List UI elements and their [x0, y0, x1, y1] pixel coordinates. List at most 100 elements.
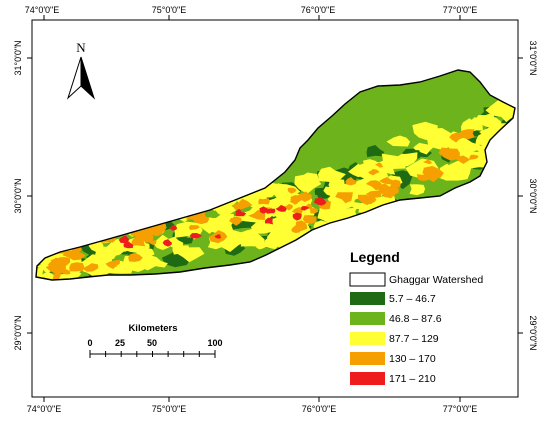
north-arrow: N	[66, 40, 96, 100]
raster-patch	[314, 197, 327, 206]
scale-label: 0	[87, 338, 92, 348]
raster-patch	[295, 192, 313, 202]
raster-patch	[302, 215, 317, 224]
raster-patch	[378, 183, 392, 195]
raster-patch	[128, 252, 143, 262]
legend-label: 87.7 – 129	[389, 333, 439, 345]
raster-patch	[413, 142, 426, 151]
raster-patch	[275, 204, 287, 212]
raster-patch	[214, 234, 222, 239]
left-tick-label: 30°0'0"N	[13, 178, 23, 213]
raster-patch	[266, 208, 276, 214]
top-axis: 74°0'0"E 75°0'0"E 76°0'0"E 77°0'0"E	[25, 5, 478, 20]
raster-patch	[438, 147, 460, 161]
raster-patch	[318, 166, 346, 182]
raster-patch	[253, 240, 268, 250]
right-axis: 31°0'0"N 30°0'0"N 29°0'0"N	[518, 40, 538, 351]
scale-label: 100	[207, 338, 222, 348]
raster-patch	[172, 244, 190, 255]
left-axis: 31°0'0"N 30°0'0"N 29°0'0"N	[13, 40, 32, 351]
scale-label: 25	[115, 338, 125, 348]
raster-patch	[271, 183, 287, 195]
raster-patch	[108, 260, 117, 267]
scale-bar: Kilometers 0 25 50 100	[87, 323, 223, 358]
legend-swatch-outline	[349, 272, 386, 287]
raster-patch	[328, 178, 345, 190]
raster-patch	[422, 166, 444, 178]
right-tick-label: 30°0'0"N	[528, 178, 538, 213]
raster-patch	[52, 272, 61, 280]
legend-swatch-class2	[350, 312, 385, 325]
raster-patch	[69, 262, 85, 272]
raster-patch	[282, 204, 293, 211]
legend-swatch-class5	[350, 372, 385, 385]
raster-patch	[357, 194, 373, 205]
raster-patch	[456, 155, 471, 164]
raster-patch	[292, 212, 302, 221]
raster-patch	[365, 180, 384, 191]
raster-patch	[295, 220, 308, 232]
raster-patch	[137, 241, 144, 246]
raster-patch	[291, 207, 305, 215]
raster-patch	[457, 145, 470, 155]
raster-patch	[373, 159, 394, 171]
raster-patch	[36, 267, 44, 279]
raster-patch	[287, 187, 297, 194]
raster-patch	[258, 198, 270, 205]
raster-patch	[481, 113, 495, 122]
left-tick-label: 31°0'0"N	[13, 40, 23, 75]
raster-patch	[138, 232, 154, 243]
raster-patch	[301, 206, 310, 211]
north-label: N	[76, 40, 86, 55]
raster-patch	[251, 221, 274, 234]
legend-label: 5.7 – 46.7	[389, 293, 436, 305]
raster-patch	[97, 250, 111, 258]
raster-patch	[363, 159, 380, 169]
legend-label: 130 – 170	[389, 353, 436, 365]
raster-patch	[348, 163, 370, 178]
raster-patch	[310, 208, 319, 214]
bottom-tick-label: 74°0'0"E	[27, 404, 62, 414]
legend-label: 46.8 – 87.6	[389, 313, 442, 325]
raster-patch	[461, 118, 479, 132]
raster-patch	[469, 154, 478, 160]
scale-title: Kilometers	[128, 323, 177, 334]
raster-patch	[46, 273, 71, 280]
right-tick-label: 29°0'0"N	[528, 315, 538, 350]
raster-patch	[229, 217, 242, 226]
legend-swatch-class1	[350, 292, 385, 305]
class5-patches	[118, 197, 327, 249]
top-tick-label: 74°0'0"E	[25, 5, 60, 15]
raster-patch	[82, 263, 99, 272]
left-tick-label: 29°0'0"N	[13, 315, 23, 350]
raster-patch	[365, 189, 383, 198]
raster-patch	[118, 235, 130, 244]
raster-patch	[449, 132, 465, 143]
raster-patch	[386, 135, 411, 147]
raster-patch	[409, 184, 426, 196]
legend-label: 171 – 210	[389, 373, 436, 385]
legend-swatch-class4	[350, 352, 385, 365]
raster-patch	[497, 99, 515, 123]
raster-patch	[423, 159, 432, 164]
raster-patch	[232, 198, 253, 210]
raster-patch	[389, 179, 401, 188]
raster-patch	[169, 225, 178, 231]
top-tick-label: 77°0'0"E	[443, 5, 478, 15]
class4-patches	[45, 129, 515, 280]
raster-patch	[273, 218, 292, 235]
bottom-tick-label: 75°0'0"E	[152, 404, 187, 414]
right-tick-label: 31°0'0"N	[528, 40, 538, 75]
raster-patch	[162, 239, 173, 247]
scale-ticks	[89, 350, 216, 358]
raster-patch	[235, 208, 247, 217]
raster-patch	[375, 162, 384, 168]
raster-patch	[264, 217, 273, 225]
raster-patch	[295, 172, 319, 187]
legend-swatch-class3	[350, 332, 385, 345]
raster-patch	[391, 170, 414, 190]
raster-patch	[45, 262, 67, 275]
raster-patch	[368, 169, 380, 176]
raster-patch	[338, 194, 350, 200]
